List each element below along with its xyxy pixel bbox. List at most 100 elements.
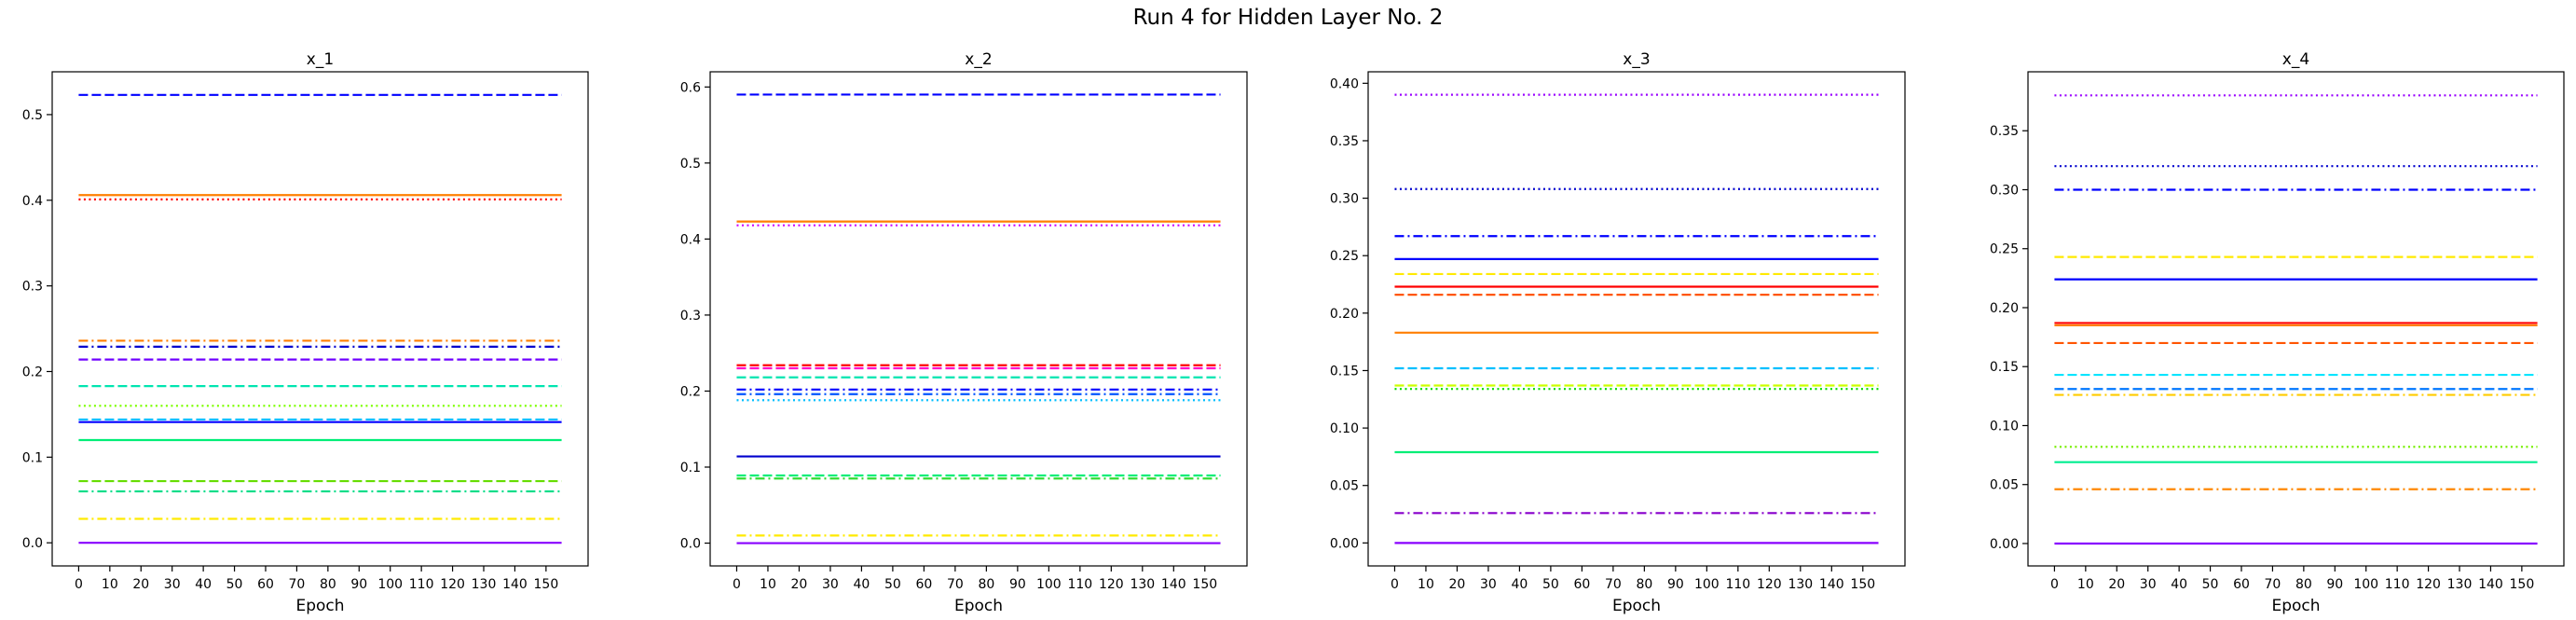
x-tick-label: 10 <box>102 577 118 592</box>
y-tick-label: 0.3 <box>680 309 701 324</box>
y-tick-label: 0.3 <box>22 280 43 295</box>
x-axis-label: Epoch <box>2271 597 2320 615</box>
y-tick-label: 0.35 <box>1330 134 1359 149</box>
x-tick-label: 30 <box>1480 577 1497 592</box>
x-tick-label: 130 <box>1130 577 1155 592</box>
x-tick-label: 80 <box>1636 577 1652 592</box>
x-tick-label: 60 <box>257 577 274 592</box>
subplot-title: x_2 <box>965 50 992 69</box>
subplot-1: 0 10 20 30 40 50 60 70 80 90 100 110 120 130 140 150 0.0… <box>22 50 589 615</box>
y-tick-label: 0.00 <box>1330 536 1359 551</box>
subplot-title: x_1 <box>307 50 334 69</box>
y-tick-label: 0.20 <box>1990 301 2019 316</box>
x-tick-label: 0 <box>1391 577 1399 592</box>
x-tick-label: 110 <box>409 577 434 592</box>
x-tick-label: 70 <box>947 577 964 592</box>
y-tick-label: 0.0 <box>22 536 43 551</box>
x-tick-label: 60 <box>2233 577 2250 592</box>
y-tick-label: 0.40 <box>1330 76 1359 91</box>
x-tick-label: 50 <box>884 577 901 592</box>
x-tick-label: 0 <box>75 577 83 592</box>
x-tick-label: 50 <box>2202 577 2219 592</box>
x-tick-label: 110 <box>2385 577 2410 592</box>
x-tick-label: 100 <box>1694 577 1720 592</box>
x-tick-label: 150 <box>534 577 559 592</box>
y-tick-label: 0.25 <box>1330 249 1359 264</box>
y-tick-label: 0.20 <box>1330 307 1359 322</box>
x-axis-label: Epoch <box>1612 597 1661 615</box>
y-tick-label: 0.1 <box>680 461 701 475</box>
x-tick-label: 20 <box>2108 577 2125 592</box>
x-tick-label: 140 <box>2478 577 2503 592</box>
y-tick-label: 0.1 <box>22 450 43 465</box>
x-tick-label: 130 <box>472 577 497 592</box>
x-tick-label: 0 <box>2050 577 2059 592</box>
x-tick-label: 90 <box>350 577 367 592</box>
y-tick-label: 0.4 <box>22 194 43 209</box>
x-tick-label: 90 <box>1009 577 1026 592</box>
x-tick-label: 70 <box>289 577 306 592</box>
figure-title: Run 4 for Hidden Layer No. 2 <box>1132 6 1444 30</box>
x-tick-label: 70 <box>2265 577 2281 592</box>
x-tick-label: 120 <box>1757 577 1782 592</box>
x-tick-label: 50 <box>1542 577 1559 592</box>
y-tick-label: 0.2 <box>680 384 701 399</box>
y-tick-label: 0.6 <box>680 80 701 95</box>
x-tick-label: 150 <box>1192 577 1217 592</box>
subplot-3: 0 10 20 30 40 50 60 70 80 90 100 110 120 130 140 150 0.0… <box>1330 50 1906 615</box>
x-tick-label: 30 <box>2140 577 2157 592</box>
y-tick-label: 0.2 <box>22 365 43 379</box>
y-tick-label: 0.05 <box>1990 478 2019 493</box>
x-tick-label: 120 <box>1099 577 1124 592</box>
x-tick-label: 80 <box>2295 577 2312 592</box>
x-axis-label: Epoch <box>954 597 1003 615</box>
x-tick-label: 60 <box>915 577 932 592</box>
y-tick-label: 0.35 <box>1990 124 2019 139</box>
x-tick-label: 10 <box>760 577 776 592</box>
x-tick-label: 100 <box>1036 577 1062 592</box>
x-tick-label: 140 <box>1819 577 1844 592</box>
x-tick-label: 110 <box>1725 577 1750 592</box>
y-tick-label: 0.25 <box>1990 242 2019 257</box>
y-tick-label: 0.15 <box>1990 360 2019 375</box>
x-tick-label: 40 <box>2171 577 2187 592</box>
x-tick-label: 140 <box>1161 577 1186 592</box>
subplot-4: 0 10 20 30 40 50 60 70 80 90 100 110 120 130 140 150 0.0… <box>1990 50 2565 615</box>
y-tick-label: 0.4 <box>680 232 701 247</box>
x-tick-label: 140 <box>502 577 528 592</box>
y-tick-label: 0.5 <box>22 108 43 123</box>
x-tick-label: 60 <box>1573 577 1590 592</box>
y-tick-label: 0.30 <box>1330 192 1359 207</box>
x-tick-label: 150 <box>1850 577 1875 592</box>
y-tick-label: 0.5 <box>680 157 701 172</box>
x-tick-label: 20 <box>1449 577 1466 592</box>
x-tick-label: 80 <box>320 577 336 592</box>
x-tick-label: 130 <box>1788 577 1813 592</box>
y-tick-label: 0.10 <box>1330 421 1359 436</box>
subplot-title: x_4 <box>2282 50 2309 69</box>
x-tick-label: 130 <box>2447 577 2473 592</box>
x-tick-label: 90 <box>2326 577 2343 592</box>
y-tick-label: 0.0 <box>680 537 701 552</box>
x-tick-label: 80 <box>978 577 994 592</box>
y-tick-label: 0.05 <box>1330 479 1359 494</box>
x-tick-label: 110 <box>1067 577 1092 592</box>
x-tick-label: 10 <box>1418 577 1434 592</box>
axes-frame <box>51 71 589 567</box>
x-tick-label: 10 <box>2077 577 2094 592</box>
subplot-2: 0 10 20 30 40 50 60 70 80 90 100 110 120 130 140 150 0.0… <box>680 50 1248 615</box>
y-tick-label: 0.10 <box>1990 419 2019 434</box>
x-tick-label: 70 <box>1605 577 1622 592</box>
x-tick-label: 20 <box>791 577 808 592</box>
x-tick-label: 30 <box>164 577 181 592</box>
x-tick-label: 100 <box>377 577 403 592</box>
x-tick-label: 100 <box>2353 577 2378 592</box>
axes-frame <box>2027 71 2565 567</box>
axes-frame <box>1367 71 1906 567</box>
axes-frame <box>709 71 1248 567</box>
x-tick-label: 50 <box>226 577 243 592</box>
x-tick-label: 40 <box>1512 577 1528 592</box>
x-tick-label: 40 <box>195 577 212 592</box>
y-tick-label: 0.15 <box>1330 364 1359 379</box>
